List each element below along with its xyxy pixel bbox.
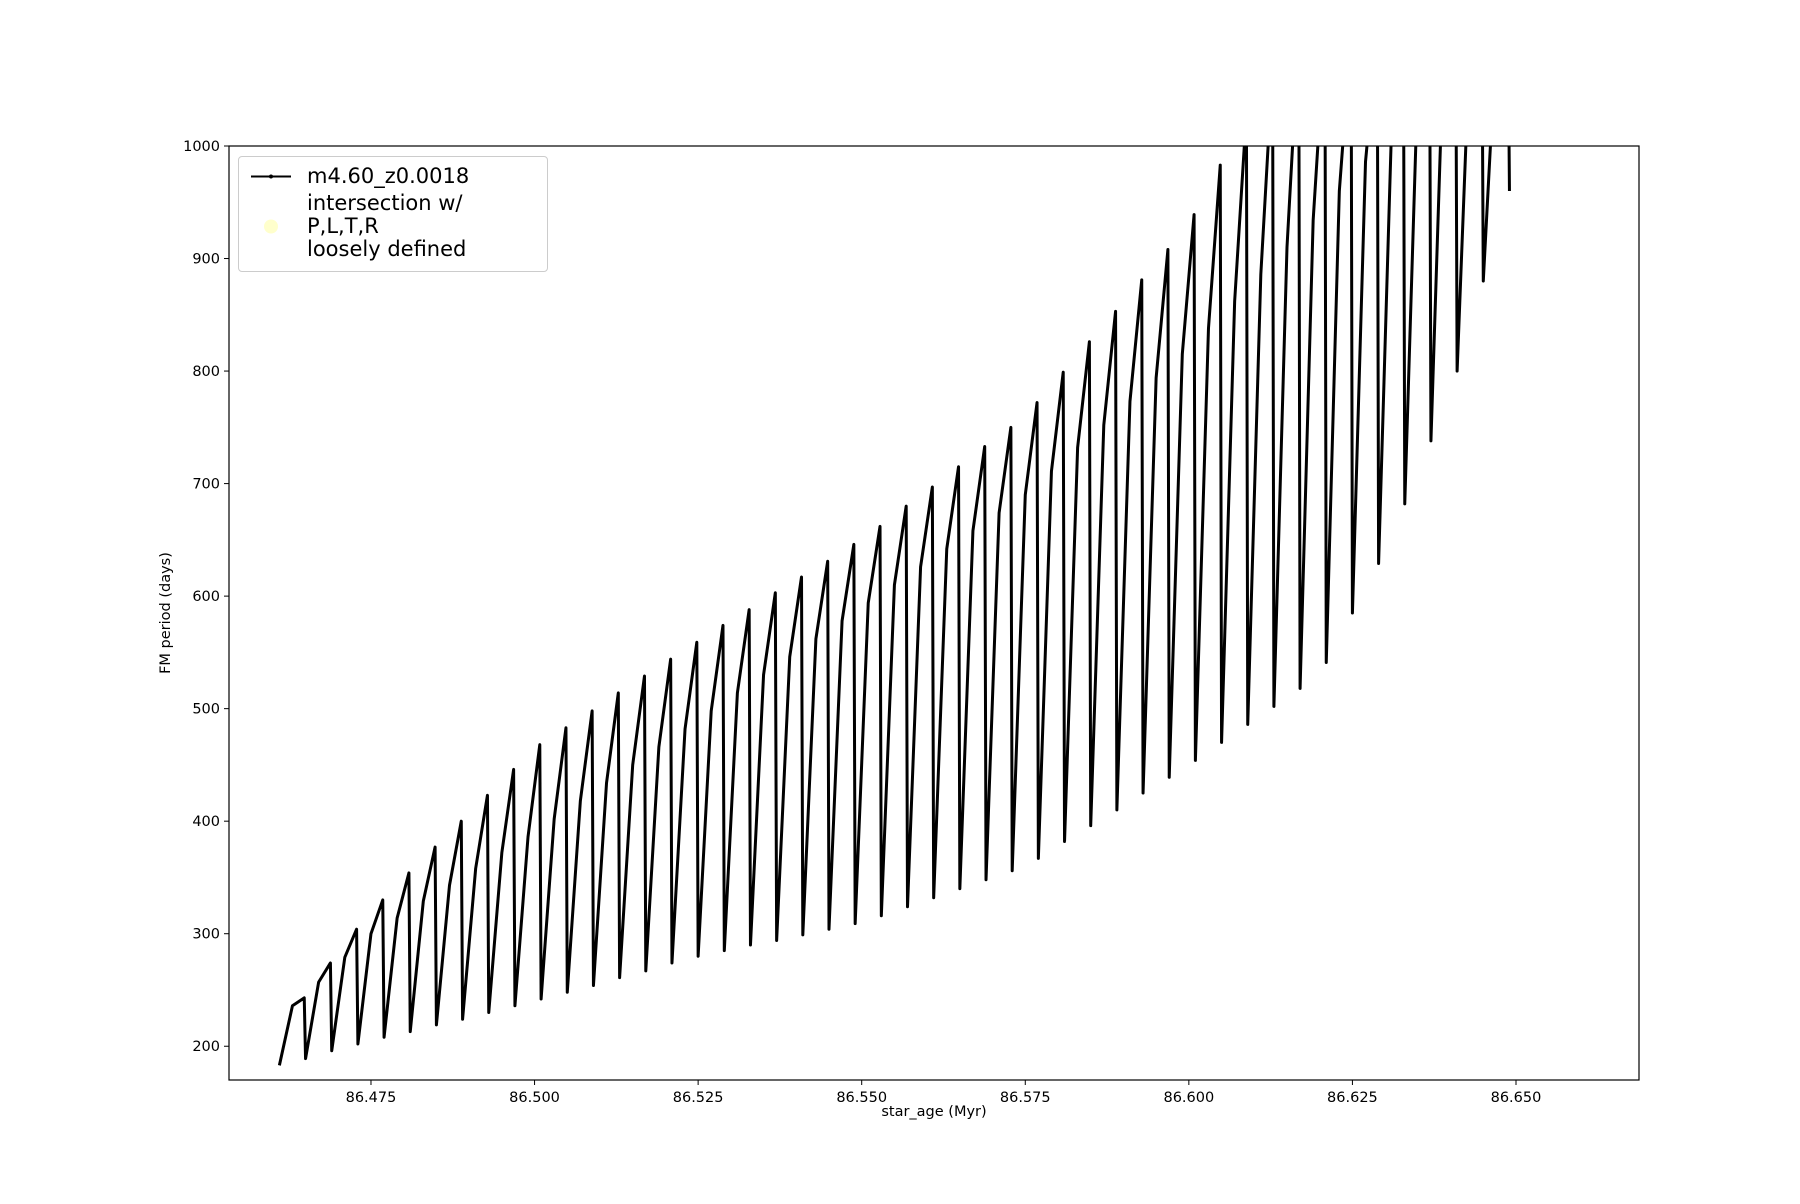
legend-symbol: [264, 219, 278, 234]
legend-label: intersection w/ P,L,T,R loosely defined: [307, 191, 467, 261]
legend-entry: intersection w/ P,L,T,R loosely defined: [247, 192, 539, 261]
y-tick-label: 500: [192, 702, 220, 718]
legend-marker: [264, 219, 278, 234]
legend-entry: m4.60_z0.0018: [247, 165, 539, 188]
plot-area: [277, 146, 1511, 1066]
x-axis-label: star_age (Myr): [881, 1104, 986, 1120]
axes-frame: [228, 145, 1640, 1081]
x-tick-label: 86.550: [836, 1090, 887, 1106]
x-tick-label: 86.525: [673, 1090, 724, 1106]
legend: m4.60_z0.0018 intersection w/ P,L,T,R loo…: [238, 156, 548, 272]
x-tick-label: 86.500: [509, 1090, 560, 1106]
y-tick-label: 1000: [183, 139, 220, 155]
y-tick-label: 900: [192, 252, 220, 268]
legend-symbol: [251, 174, 291, 179]
x-tick-label: 86.650: [1491, 1090, 1542, 1106]
y-tick-label: 600: [192, 589, 220, 605]
y-tick-label: 300: [192, 927, 220, 943]
y-tick-label: 800: [192, 364, 220, 380]
y-tick-label: 200: [192, 1039, 220, 1055]
x-tick-label: 86.475: [346, 1090, 397, 1106]
y-axis-label: FM period (days): [158, 552, 174, 674]
x-tick-label: 86.575: [1000, 1090, 1051, 1106]
legend-label: m4.60_z0.0018: [307, 164, 470, 188]
y-tick-label: 400: [192, 814, 220, 830]
x-tick-label: 86.600: [1163, 1090, 1214, 1106]
x-tick-label: 86.625: [1327, 1090, 1378, 1106]
legend-marker: [269, 174, 273, 179]
y-tick-label: 700: [192, 477, 220, 493]
series-line: [277, 146, 1511, 1066]
